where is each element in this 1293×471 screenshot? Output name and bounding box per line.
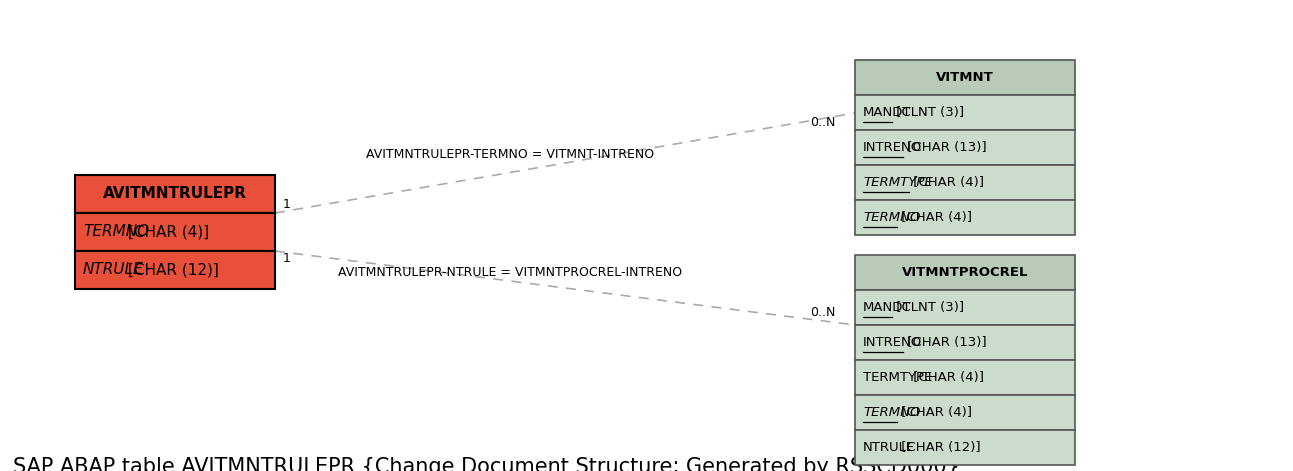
Text: TERMNO: TERMNO bbox=[862, 211, 921, 224]
Text: INTRENO: INTRENO bbox=[862, 141, 922, 154]
Text: [CHAR (4)]: [CHAR (4)] bbox=[897, 406, 972, 419]
Text: MANDT: MANDT bbox=[862, 106, 912, 119]
Text: [CHAR (4)]: [CHAR (4)] bbox=[909, 371, 984, 384]
Text: NTRULE: NTRULE bbox=[83, 262, 144, 277]
Text: AVITMNTRULEPR: AVITMNTRULEPR bbox=[103, 187, 247, 202]
Bar bbox=[855, 165, 1074, 200]
Text: INTRENO: INTRENO bbox=[862, 336, 922, 349]
Text: [CLNT (3)]: [CLNT (3)] bbox=[891, 301, 963, 314]
Text: TERMNO: TERMNO bbox=[862, 406, 921, 419]
Text: [CLNT (3)]: [CLNT (3)] bbox=[891, 106, 963, 119]
Text: [CHAR (12)]: [CHAR (12)] bbox=[897, 441, 981, 454]
Bar bbox=[855, 130, 1074, 165]
Text: [CHAR (4)]: [CHAR (4)] bbox=[909, 176, 984, 189]
Text: MANDT: MANDT bbox=[862, 301, 912, 314]
Bar bbox=[855, 255, 1074, 290]
Text: [CHAR (13)]: [CHAR (13)] bbox=[903, 141, 987, 154]
Text: 0..N: 0..N bbox=[809, 116, 835, 130]
Bar bbox=[855, 95, 1074, 130]
Text: [CHAR (13)]: [CHAR (13)] bbox=[903, 336, 987, 349]
Bar bbox=[855, 395, 1074, 430]
Bar bbox=[855, 290, 1074, 325]
Text: SAP ABAP table AVITMNTRULEPR {Change Document Structure; Generated by RSSCD000}: SAP ABAP table AVITMNTRULEPR {Change Doc… bbox=[13, 457, 959, 471]
Text: AVITMNTRULEPR-NTRULE = VITMNTPROCREL-INTRENO: AVITMNTRULEPR-NTRULE = VITMNTPROCREL-INT… bbox=[337, 266, 683, 278]
Text: AVITMNTRULEPR-TERMNO = VITMNT-INTRENO: AVITMNTRULEPR-TERMNO = VITMNT-INTRENO bbox=[366, 148, 654, 162]
Text: [CHAR (4)]: [CHAR (4)] bbox=[123, 225, 209, 239]
Text: [CHAR (4)]: [CHAR (4)] bbox=[897, 211, 972, 224]
Text: TERMNO: TERMNO bbox=[83, 225, 149, 239]
Bar bbox=[855, 60, 1074, 95]
Text: 1: 1 bbox=[283, 198, 291, 211]
Bar bbox=[855, 430, 1074, 465]
Text: TERMTYPE: TERMTYPE bbox=[862, 176, 932, 189]
Bar bbox=[75, 175, 275, 213]
Bar bbox=[855, 200, 1074, 235]
Text: VITMNTPROCREL: VITMNTPROCREL bbox=[901, 266, 1028, 279]
Bar bbox=[75, 213, 275, 251]
Text: TERMTYPE: TERMTYPE bbox=[862, 371, 932, 384]
Text: NTRULE: NTRULE bbox=[862, 441, 915, 454]
Text: 1: 1 bbox=[283, 252, 291, 266]
Bar bbox=[855, 360, 1074, 395]
Text: 0..N: 0..N bbox=[809, 307, 835, 319]
Bar bbox=[855, 325, 1074, 360]
Text: VITMNT: VITMNT bbox=[936, 71, 994, 84]
Text: [CHAR (12)]: [CHAR (12)] bbox=[123, 262, 219, 277]
Bar bbox=[75, 251, 275, 289]
